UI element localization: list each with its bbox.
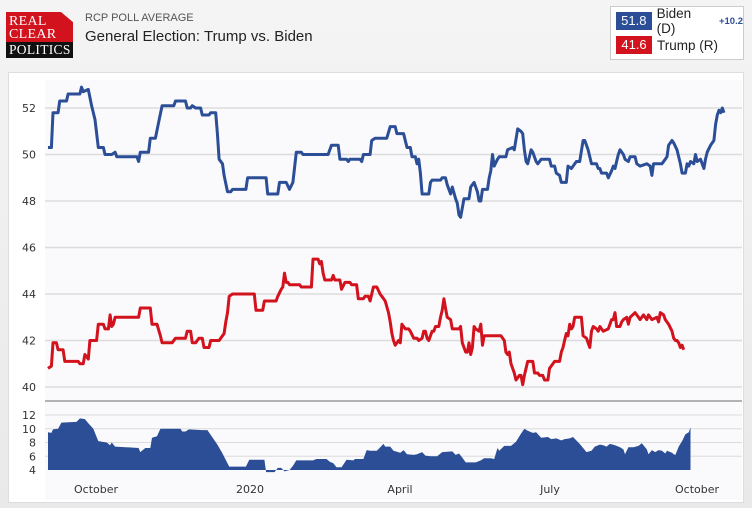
x-axis-ticks: October 2020 April July October <box>74 483 719 496</box>
spread-value: +10.2 <box>718 15 743 27</box>
spread-y-tick-label: 6 <box>29 450 36 463</box>
trump-label: Trump (R) <box>657 37 718 53</box>
logo-line-politics: POLITICS <box>6 42 73 58</box>
legend-item-biden[interactable]: 51.8 Biden (D) +10.2 <box>616 6 743 36</box>
spread-area-fill[interactable] <box>48 418 691 473</box>
biden-label: Biden (D) <box>656 6 692 36</box>
logo-line-real: REAL <box>9 14 47 29</box>
rcp-logo[interactable]: REAL CLEAR POLITICS <box>6 12 73 58</box>
y-tick-label: 50 <box>22 149 36 162</box>
trump-value-badge: 41.6 <box>616 36 652 54</box>
spread-y-tick-label: 12 <box>22 409 36 422</box>
x-tick-label: July <box>539 483 560 496</box>
biden-value-badge: 51.8 <box>616 12 652 30</box>
series-line-trump[interactable] <box>47 257 686 387</box>
main-y-ticks: 40 42 44 46 48 50 52 <box>22 102 36 394</box>
x-tick-label: April <box>387 483 412 496</box>
spread-y-tick-label: 10 <box>22 423 36 436</box>
poll-average-label: RCP POLL AVERAGE <box>85 12 194 24</box>
spread-area <box>48 418 691 473</box>
y-tick-label: 46 <box>22 242 36 255</box>
page-title: General Election: Trump vs. Biden <box>85 28 313 45</box>
y-tick-label: 52 <box>22 102 36 115</box>
series-line-biden[interactable] <box>48 85 726 219</box>
y-tick-label: 40 <box>22 381 36 394</box>
legend-item-trump[interactable]: 41.6 Trump (R) <box>616 36 718 54</box>
spread-y-tick-label: 4 <box>29 464 36 477</box>
logo-line-clear: CLEAR <box>9 27 57 42</box>
chart-legend: 51.8 Biden (D) +10.2 41.6 Trump (R) <box>610 6 744 60</box>
x-tick-label: 2020 <box>236 483 264 496</box>
series-lines <box>47 85 726 387</box>
y-tick-label: 44 <box>22 288 36 301</box>
spread-y-tick-label: 8 <box>29 437 36 450</box>
y-tick-label: 42 <box>22 335 36 348</box>
y-tick-label: 48 <box>22 195 36 208</box>
x-tick-label: October <box>74 483 118 496</box>
x-tick-label: October <box>675 483 719 496</box>
